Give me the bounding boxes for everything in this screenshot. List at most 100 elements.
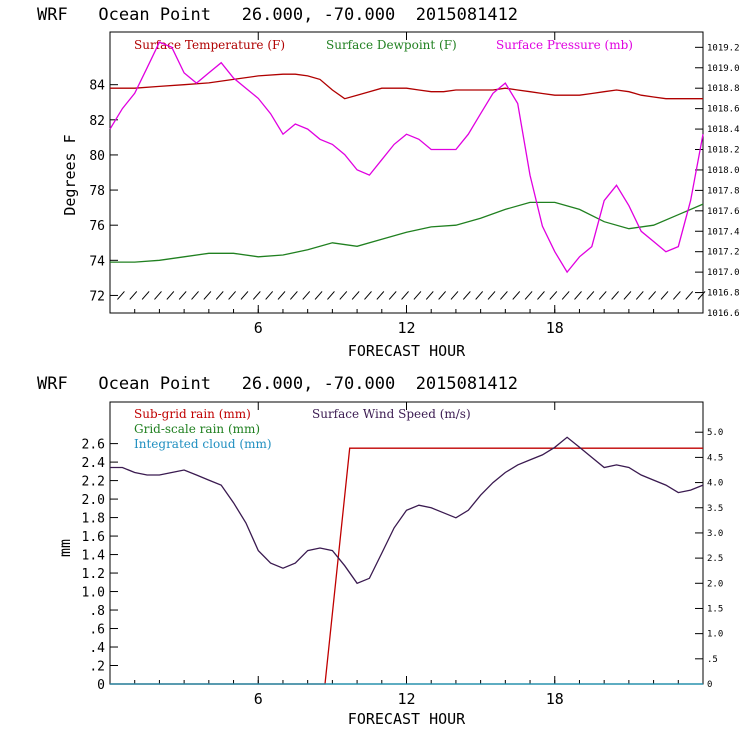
y-tick-label: 1.2 — [82, 567, 105, 582]
wind-barb — [314, 291, 323, 300]
x-tick-label: 12 — [397, 690, 415, 708]
y2-tick-label: 5.0 — [707, 428, 723, 438]
wind-barb — [302, 291, 311, 300]
x-tick-label: 6 — [254, 690, 263, 708]
y2-tick-label: 3.0 — [707, 529, 723, 539]
y2-tick-label: .5 — [707, 655, 718, 665]
wind-barb — [598, 291, 607, 300]
y-tick-label: 74 — [89, 254, 105, 269]
legend-entry: Surface Dewpoint (F) — [326, 38, 457, 52]
wind-barb — [388, 291, 397, 300]
y2-tick-label: 0 — [707, 680, 712, 690]
wind-barb — [277, 291, 286, 300]
y2-tick-label: 1016.8 — [707, 289, 740, 299]
y2-tick-label: 1018.8 — [707, 84, 740, 94]
y-tick-label: .6 — [89, 623, 105, 638]
y-tick-label: 80 — [89, 149, 105, 164]
wind-barb — [425, 291, 434, 300]
x-tick-label: 12 — [397, 319, 415, 337]
x-tick-label: 18 — [546, 690, 564, 708]
plot-frame — [109, 31, 704, 314]
wind-barb — [623, 291, 632, 300]
wind-barb — [685, 291, 694, 300]
wind-barb — [475, 291, 484, 300]
y-tick-label: 2.6 — [82, 438, 105, 453]
wind-barb — [166, 291, 175, 300]
y2-tick-label: 1017.0 — [707, 268, 740, 278]
chart-title: WRF Ocean Point 26.000, -70.000 20150814… — [37, 374, 518, 394]
wind-barb — [462, 291, 471, 300]
y-axis-label: mm — [56, 539, 74, 557]
y2-tick-label: 1019.2 — [707, 43, 740, 53]
y-tick-label: 1.8 — [82, 512, 105, 527]
x-axis-label: FORECAST HOUR — [348, 342, 466, 360]
wind-barb — [697, 291, 706, 300]
y2-tick-label: 4.5 — [707, 453, 723, 463]
wind-barb — [215, 291, 224, 300]
wind-barb — [327, 291, 335, 300]
y2-tick-label: 1018.6 — [707, 105, 740, 115]
legend-entry: Sub-grid rain (mm) — [134, 407, 251, 421]
wind-barb — [438, 291, 446, 300]
y2-tick-label: 4.0 — [707, 479, 723, 489]
y2-tick-label: 1017.4 — [707, 227, 740, 237]
wind-barb — [660, 291, 669, 300]
chart-title: WRF Ocean Point 26.000, -70.000 20150814… — [37, 5, 518, 25]
y-tick-label: 78 — [89, 184, 105, 199]
wind-barb — [574, 291, 582, 300]
wind-barb — [524, 291, 533, 300]
legend-entry: Grid-scale rain (mm) — [134, 422, 260, 436]
wind-barb — [289, 291, 298, 300]
wind-barb — [376, 291, 385, 300]
legend-entry: Surface Pressure (mb) — [496, 38, 633, 52]
series-line — [110, 447, 703, 685]
wind-barb — [413, 291, 422, 300]
wind-barb — [401, 291, 409, 300]
wind-barb — [129, 291, 138, 300]
wind-barb — [500, 291, 508, 300]
y-tick-label: .2 — [89, 660, 105, 675]
series-line — [109, 41, 704, 274]
x-tick-label: 6 — [254, 319, 263, 337]
legend-entry: Surface Temperature (F) — [134, 38, 285, 52]
wind-barb — [364, 291, 372, 300]
wind-barb — [611, 291, 619, 300]
wind-barb — [339, 291, 348, 300]
wind-barb — [240, 291, 249, 300]
wind-barb — [141, 291, 150, 300]
legend-entry: Integrated cloud (mm) — [134, 437, 272, 451]
y-tick-label: 2.0 — [82, 493, 105, 508]
x-tick-label: 18 — [546, 319, 564, 337]
x-axis-label: FORECAST HOUR — [348, 710, 466, 728]
wind-barb — [351, 291, 360, 300]
y2-tick-label: 1017.8 — [707, 186, 740, 196]
y2-tick-label: 1.5 — [707, 604, 723, 614]
wind-barb — [487, 291, 496, 300]
wind-barb — [537, 291, 545, 300]
wind-barb — [252, 291, 261, 300]
y-tick-label: 1.6 — [82, 530, 105, 545]
wind-barb — [549, 291, 558, 300]
wind-barb — [586, 291, 595, 300]
y2-tick-label: 2.5 — [707, 554, 723, 564]
y-tick-label: 0 — [97, 678, 105, 693]
y-tick-label: .4 — [89, 641, 105, 656]
y2-tick-label: 1016.6 — [707, 309, 740, 319]
y-tick-label: 2.2 — [82, 475, 105, 490]
wind-barb — [561, 291, 570, 300]
y-tick-label: 84 — [89, 79, 105, 94]
y2-tick-label: 1018.4 — [707, 125, 740, 135]
series-line — [110, 201, 704, 263]
y2-tick-label: 2.0 — [707, 579, 723, 589]
wind-barb — [648, 291, 657, 300]
y-tick-label: 1.4 — [82, 549, 106, 564]
y2-tick-label: 1018.0 — [707, 166, 740, 176]
y-axis-label: Degrees F — [61, 134, 79, 215]
y2-tick-label: 1018.2 — [707, 146, 740, 156]
wind-barb — [117, 291, 125, 300]
y-tick-label: 2.4 — [82, 456, 106, 471]
series-line — [110, 436, 704, 585]
y-tick-label: 72 — [89, 289, 105, 304]
wind-barb — [265, 291, 274, 300]
